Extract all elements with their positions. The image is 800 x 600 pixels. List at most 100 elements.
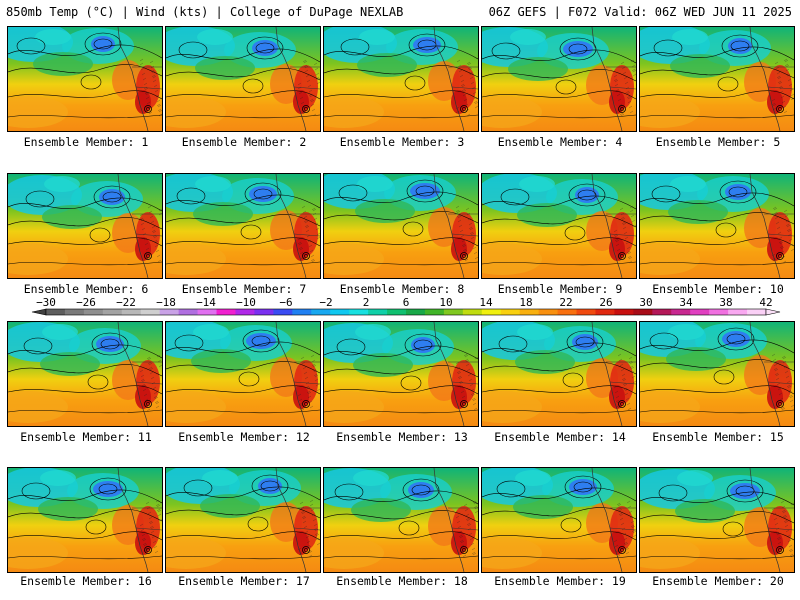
- colorbar-tick-label: −26: [76, 296, 96, 309]
- ensemble-member-map: [165, 467, 321, 573]
- colorbar-swatch: [197, 309, 217, 315]
- model-run-info: 06Z GEFS | F072 Valid: 06Z WED JUN 11 20…: [488, 5, 792, 19]
- colorbar-tick-label: 30: [639, 296, 652, 309]
- ensemble-member-map: [165, 173, 321, 279]
- ensemble-member-label: Ensemble Member: 10: [652, 282, 784, 296]
- colorbar-swatch: [387, 309, 407, 315]
- colorbar-min-arrow: [31, 308, 47, 316]
- ensemble-member-map: [323, 26, 479, 132]
- colorbar-tick-label: 14: [479, 296, 493, 309]
- colorbar-tick-label: −10: [236, 296, 256, 309]
- colorbar-tick-label: 10: [439, 296, 452, 309]
- colorbar-tick-label: −6: [279, 296, 292, 309]
- colorbar-swatch: [216, 309, 236, 315]
- colorbar-swatch: [538, 309, 558, 315]
- ensemble-member-map: [481, 321, 637, 427]
- ensemble-member-label: Ensemble Member: 8: [339, 282, 465, 296]
- colorbar-tick-label: 18: [519, 296, 532, 309]
- ensemble-member-map: [481, 173, 637, 279]
- colorbar-swatch: [254, 309, 274, 315]
- ensemble-member-label: Ensemble Member: 14: [494, 430, 626, 444]
- ensemble-member-map: [7, 26, 163, 132]
- ensemble-member-label: Ensemble Member: 5: [655, 135, 781, 149]
- ensemble-member-label: Ensemble Member: 7: [181, 282, 307, 296]
- colorbar-swatch: [330, 309, 350, 315]
- ensemble-member-label: Ensemble Member: 13: [336, 430, 468, 444]
- ensemble-member-label: Ensemble Member: 18: [336, 574, 468, 588]
- colorbar-swatch: [519, 309, 540, 315]
- ensemble-member-label: Ensemble Member: 19: [494, 574, 626, 588]
- ensemble-member-label: Ensemble Member: 12: [178, 430, 310, 444]
- ensemble-member-label: Ensemble Member: 4: [497, 135, 623, 149]
- ensemble-member-label: Ensemble Member: 6: [23, 282, 149, 296]
- colorbar-swatch: [424, 309, 445, 315]
- colorbar-swatch: [46, 309, 66, 315]
- colorbar-tick-label: 26: [599, 296, 612, 309]
- ensemble-member-map: [639, 321, 795, 427]
- ensemble-member-label: Ensemble Member: 16: [20, 574, 152, 588]
- ensemble-member-map: [323, 321, 479, 427]
- colorbar-swatch: [557, 309, 577, 315]
- temperature-colorbar: −30 −26 −22 −18 −14 −10 −6 −2 2 6 10 14 18 22 26 30 34 38…: [31, 296, 781, 316]
- colorbar-swatch: [102, 309, 123, 315]
- colorbar-swatch: [159, 309, 180, 315]
- colorbar-swatch: [747, 309, 767, 315]
- ensemble-member-map: [639, 26, 795, 132]
- colorbar-tick-label: −14: [196, 296, 216, 309]
- colorbar-swatch: [614, 309, 634, 315]
- colorbar-tick-label: −2: [319, 296, 332, 309]
- colorbar-swatch: [292, 309, 312, 315]
- colorbar-swatch: [462, 309, 483, 315]
- ensemble-member-map: [481, 467, 637, 573]
- colorbar-swatch: [500, 309, 521, 315]
- colorbar-tick-label: −30: [36, 296, 56, 309]
- chart-title: 850mb Temp (°C) | Wind (kts) | College o…: [6, 5, 404, 19]
- colorbar-swatch: [140, 309, 161, 315]
- colorbar-swatch: [235, 309, 255, 315]
- colorbar-swatch: [671, 309, 691, 315]
- colorbar-swatch: [273, 309, 293, 315]
- colorbar-tick-label: 2: [363, 296, 370, 309]
- colorbar-tick-label: 22: [559, 296, 572, 309]
- colorbar-swatch: [406, 309, 426, 315]
- ensemble-member-map: [165, 321, 321, 427]
- ensemble-member-map: [7, 321, 163, 427]
- colorbar-tick-label: 34: [679, 296, 693, 309]
- colorbar-swatch: [709, 309, 729, 315]
- ensemble-member-map: [7, 467, 163, 573]
- colorbar-swatch: [443, 309, 464, 315]
- ensemble-member-label: Ensemble Member: 11: [20, 430, 152, 444]
- ensemble-member-label: Ensemble Member: 9: [497, 282, 623, 296]
- colorbar-tick-label: 42: [759, 296, 772, 309]
- colorbar-tick-label: −18: [156, 296, 176, 309]
- colorbar-swatch: [595, 309, 615, 315]
- colorbar-swatch: [83, 309, 104, 315]
- colorbar-swatch: [349, 309, 369, 315]
- ensemble-member-map: [7, 173, 163, 279]
- ensemble-member-label: Ensemble Member: 1: [23, 135, 149, 149]
- ensemble-member-map: [323, 173, 479, 279]
- colorbar-tick-label: −22: [116, 296, 136, 309]
- ensemble-member-map: [639, 467, 795, 573]
- ensemble-member-label: Ensemble Member: 15: [652, 430, 784, 444]
- colorbar-max-arrow: [765, 308, 781, 316]
- colorbar-swatch: [311, 309, 331, 315]
- colorbar-swatch: [481, 309, 502, 315]
- colorbar-swatch: [64, 309, 85, 315]
- ensemble-member-label: Ensemble Member: 20: [652, 574, 784, 588]
- colorbar-swatch: [633, 309, 653, 315]
- colorbar-swatch: [690, 309, 710, 315]
- ensemble-member-label: Ensemble Member: 3: [339, 135, 465, 149]
- colorbar-tick-label: 6: [403, 296, 410, 309]
- colorbar-swatch: [728, 309, 748, 315]
- ensemble-member-map: [639, 173, 795, 279]
- ensemble-member-map: [481, 26, 637, 132]
- ensemble-member-label: Ensemble Member: 17: [178, 574, 310, 588]
- colorbar-tick-label: 38: [719, 296, 732, 309]
- colorbar-swatch: [368, 309, 388, 315]
- colorbar-swatch: [178, 309, 198, 315]
- ensemble-member-label: Ensemble Member: 2: [181, 135, 307, 149]
- colorbar-swatch: [652, 309, 672, 315]
- ensemble-member-map: [165, 26, 321, 132]
- colorbar-swatch: [576, 309, 596, 315]
